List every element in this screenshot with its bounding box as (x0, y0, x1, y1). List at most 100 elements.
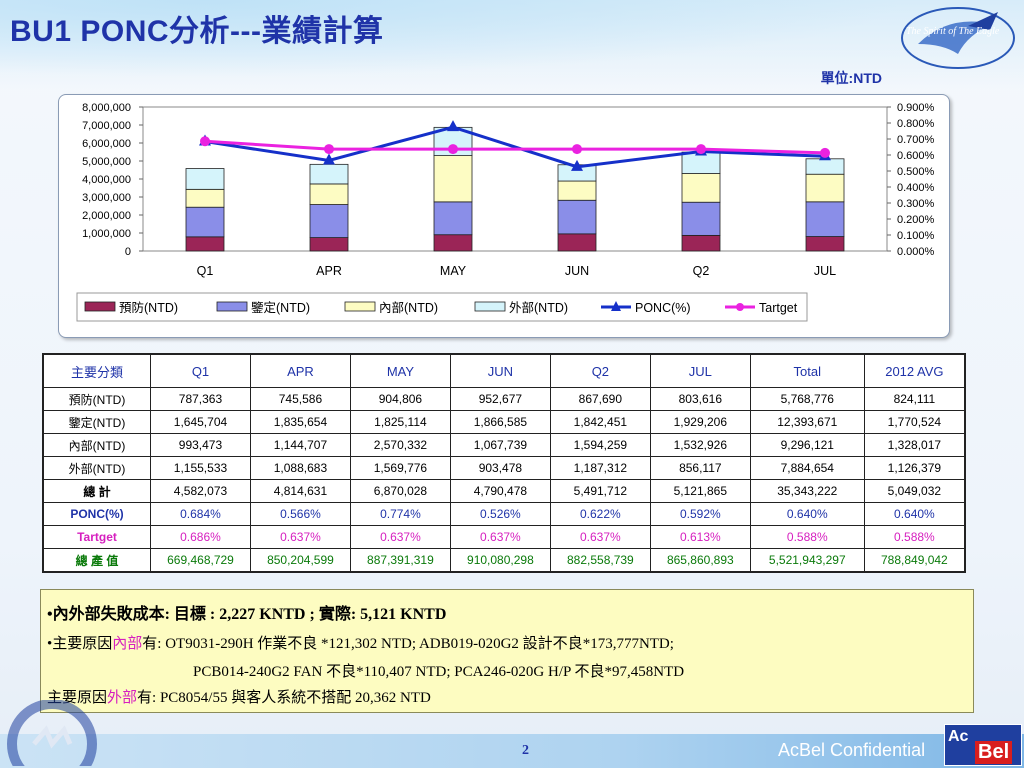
bar-segment (805, 158, 845, 175)
page-title: BU1 PONC分析---業績計算 (10, 15, 384, 48)
bar-segment (309, 163, 349, 185)
table-cell: 0.637% (549, 525, 651, 549)
table-cell: 1,144,707 (249, 433, 351, 457)
bar-segment (185, 168, 225, 190)
table-cell: 0.637% (349, 525, 451, 549)
y-tick-label: 0 (125, 246, 131, 258)
page-number: 2 (522, 743, 529, 758)
table-cell: 669,468,729 (150, 548, 251, 573)
table-cell: 0.640% (749, 502, 865, 526)
table-row: 外部(NTD) 1,155,533 1,088,683 1,569,776 903,47… (42, 456, 966, 480)
table-cell: 5,768,776 (749, 387, 865, 411)
table-cell: 0.588% (749, 525, 865, 549)
table-row: 內部(NTD) 993,473 1,144,707 2,570,332 1,067,73… (42, 433, 966, 457)
y-tick-label: 8,000,000 (82, 102, 131, 114)
chart-panel: 8,000,000 7,000,000 6,000,000 5,000,000 4,00… (58, 94, 950, 338)
target-marker (448, 144, 458, 155)
table-cell: 745,586 (249, 387, 351, 411)
table-cell: 1,825,114 (349, 410, 451, 434)
row-label: 總 計 (42, 479, 151, 503)
confidential-label: AcBel Confidential (778, 740, 926, 760)
legend-box (76, 292, 808, 322)
table-cell: 2,570,332 (349, 433, 451, 457)
table-row: 預防(NTD) 787,363 745,586 904,806 952,677 867,6… (42, 387, 966, 411)
bar-segment (433, 234, 473, 252)
table-row: 總 計 4,582,073 4,814,631 6,870,028 4,790,478 5… (42, 479, 966, 503)
table-cell: 1,155,533 (150, 456, 251, 480)
table-cell: 1,929,206 (649, 410, 751, 434)
legend-label: Tartget (759, 301, 798, 315)
table-cell: 1,328,017 (863, 433, 966, 457)
bar-segment (557, 233, 597, 252)
table-cell: 1,126,379 (863, 456, 966, 480)
legend-label: 外部(NTD) (509, 300, 568, 315)
header-cell: JUL (649, 353, 751, 388)
x-category-label: Q2 (693, 264, 710, 278)
y2-tick-label: 0.600% (897, 150, 935, 162)
logo-text: The Spirit of The Eagle (906, 26, 1000, 37)
table-cell: 4,582,073 (150, 479, 251, 503)
eagle-logo: The Spirit of The Eagle (901, 7, 1015, 69)
y-tick-label: 2,000,000 (82, 210, 131, 222)
bar-segment (805, 201, 845, 237)
table-cell: 9,296,121 (749, 433, 865, 457)
table-cell: 0.774% (349, 502, 451, 526)
table-cell: 0.613% (649, 525, 751, 549)
bar-segment (309, 204, 349, 238)
table-cell: 850,204,599 (249, 548, 351, 573)
bar-segment (185, 236, 225, 252)
bar-segment (433, 201, 473, 236)
table-cell: 4,814,631 (249, 479, 351, 503)
bar-segment (185, 188, 225, 208)
x-category-label: JUN (565, 264, 589, 278)
stacked-bar-line-chart: 8,000,000 7,000,000 6,000,000 5,000,000 4,00… (76, 102, 935, 322)
target-marker (696, 144, 706, 155)
header-cell: 2012 AVG (863, 353, 966, 388)
table-cell: 6,870,028 (349, 479, 451, 503)
bar-segment (433, 155, 473, 203)
legend-swatch (216, 301, 248, 312)
bar-segment (557, 199, 597, 235)
data-table: 主要分類 Q1 APR MAY JUN Q2 JUL Total 2012 AVG 預防(NTD)… (42, 353, 966, 573)
note-line-1: •內外部失敗成本: 目標 : 2,227 KNTD ; 實際: 5,121 KN… (47, 606, 447, 623)
table-cell: 0.684% (150, 502, 251, 526)
header-cell: Q1 (150, 353, 251, 388)
y-tick-label: 7,000,000 (82, 120, 131, 132)
bar-segment (681, 173, 721, 203)
table-cell: 5,049,032 (863, 479, 966, 503)
y2-tick-label: 0.200% (897, 214, 935, 226)
y2-tick-label: 0.400% (897, 182, 935, 194)
table-cell: 12,393,671 (749, 410, 865, 434)
target-marker (324, 144, 334, 155)
table-cell: 0.566% (249, 502, 351, 526)
table-row: Tartget 0.686% 0.637% 0.637% 0.637% 0.637% 0.6… (42, 525, 966, 549)
bar-segment (681, 201, 721, 236)
table-cell: 993,473 (150, 433, 251, 457)
table-cell: 5,121,865 (649, 479, 751, 503)
bar-segment (185, 206, 225, 238)
footer-band (0, 734, 1024, 768)
legend-marker (736, 303, 744, 311)
note-line-3: PCB014-240G2 FAN 不良*110,407 NTD; PCA246-… (193, 664, 685, 680)
unit-label: 單位:NTD (820, 70, 882, 86)
table-cell: 910,080,298 (449, 548, 551, 573)
x-category-label: APR (316, 264, 342, 278)
table-cell: 1,645,704 (150, 410, 251, 434)
table-row: PONC(%) 0.684% 0.566% 0.774% 0.526% 0.622% 0.5… (42, 502, 966, 526)
table-cell: 904,806 (349, 387, 451, 411)
x-category-label: Q1 (197, 264, 214, 278)
target-marker (200, 136, 210, 147)
legend-label: 內部(NTD) (379, 300, 438, 315)
notes-box: •內外部失敗成本: 目標 : 2,227 KNTD ; 實際: 5,121 KN… (40, 589, 974, 713)
table-cell: 7,884,654 (749, 456, 865, 480)
row-label: 鑒定(NTD) (42, 410, 151, 434)
legend-label: 鑒定(NTD) (251, 300, 310, 315)
table-row: 鑒定(NTD) 1,645,704 1,835,654 1,825,114 1,866,… (42, 410, 966, 434)
header-cell: Total (749, 353, 865, 388)
row-label: 預防(NTD) (42, 387, 151, 411)
ponc-marker (447, 120, 459, 132)
table-cell: 1,569,776 (349, 456, 451, 480)
header-cell: Q2 (549, 353, 651, 388)
table-cell: 0.640% (863, 502, 966, 526)
plot-area (142, 106, 888, 252)
